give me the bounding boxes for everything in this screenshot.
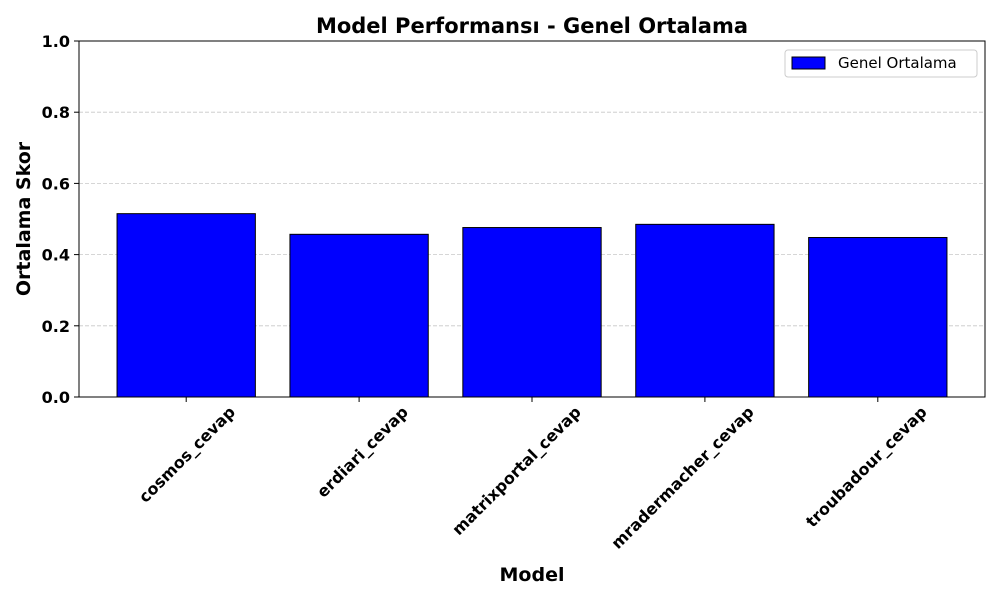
x-tick-label: cosmos_cevap: [135, 402, 239, 506]
bar-matrixportal-cevap: [462, 227, 602, 398]
legend-label: Genel Ortalama: [838, 54, 957, 72]
x-tick-label: mradermacher_cevap: [607, 402, 757, 552]
y-tick-label: 1.0: [42, 32, 70, 51]
bar-mradermacher-cevap: [635, 223, 775, 398]
y-tick-label: 0.8: [42, 103, 70, 122]
bars: [116, 213, 948, 398]
y-tick-label: 0.6: [42, 174, 70, 193]
legend-box: [784, 49, 978, 78]
y-tick-label: 0.4: [42, 246, 70, 265]
x-axis-title: Model: [500, 564, 565, 586]
y-axis-ticks: 0.0 0.2 0.4 0.6 0.8 1.0: [42, 32, 79, 407]
x-tick-label: troubadour_cevap: [802, 402, 931, 531]
y-axis-title: Ortalama Skor: [13, 141, 35, 296]
legend-swatch: [791, 56, 826, 70]
bar-cosmos-cevap: [116, 213, 256, 398]
y-tick-label: 0.2: [42, 317, 70, 336]
x-axis-ticks: cosmos_cevap erdiari_cevap matrixportal_ce…: [135, 397, 931, 553]
chart-title: Model Performansı - Genel Ortalama: [316, 14, 748, 38]
bar-troubadour-cevap: [808, 237, 948, 398]
legend: Genel Ortalama: [784, 49, 978, 78]
bar-erdiari-cevap: [289, 233, 429, 398]
x-tick-label: erdiari_cevap: [313, 402, 412, 501]
y-tick-label: 0.0: [42, 388, 70, 407]
x-tick-label: matrixportal_cevap: [448, 402, 585, 539]
